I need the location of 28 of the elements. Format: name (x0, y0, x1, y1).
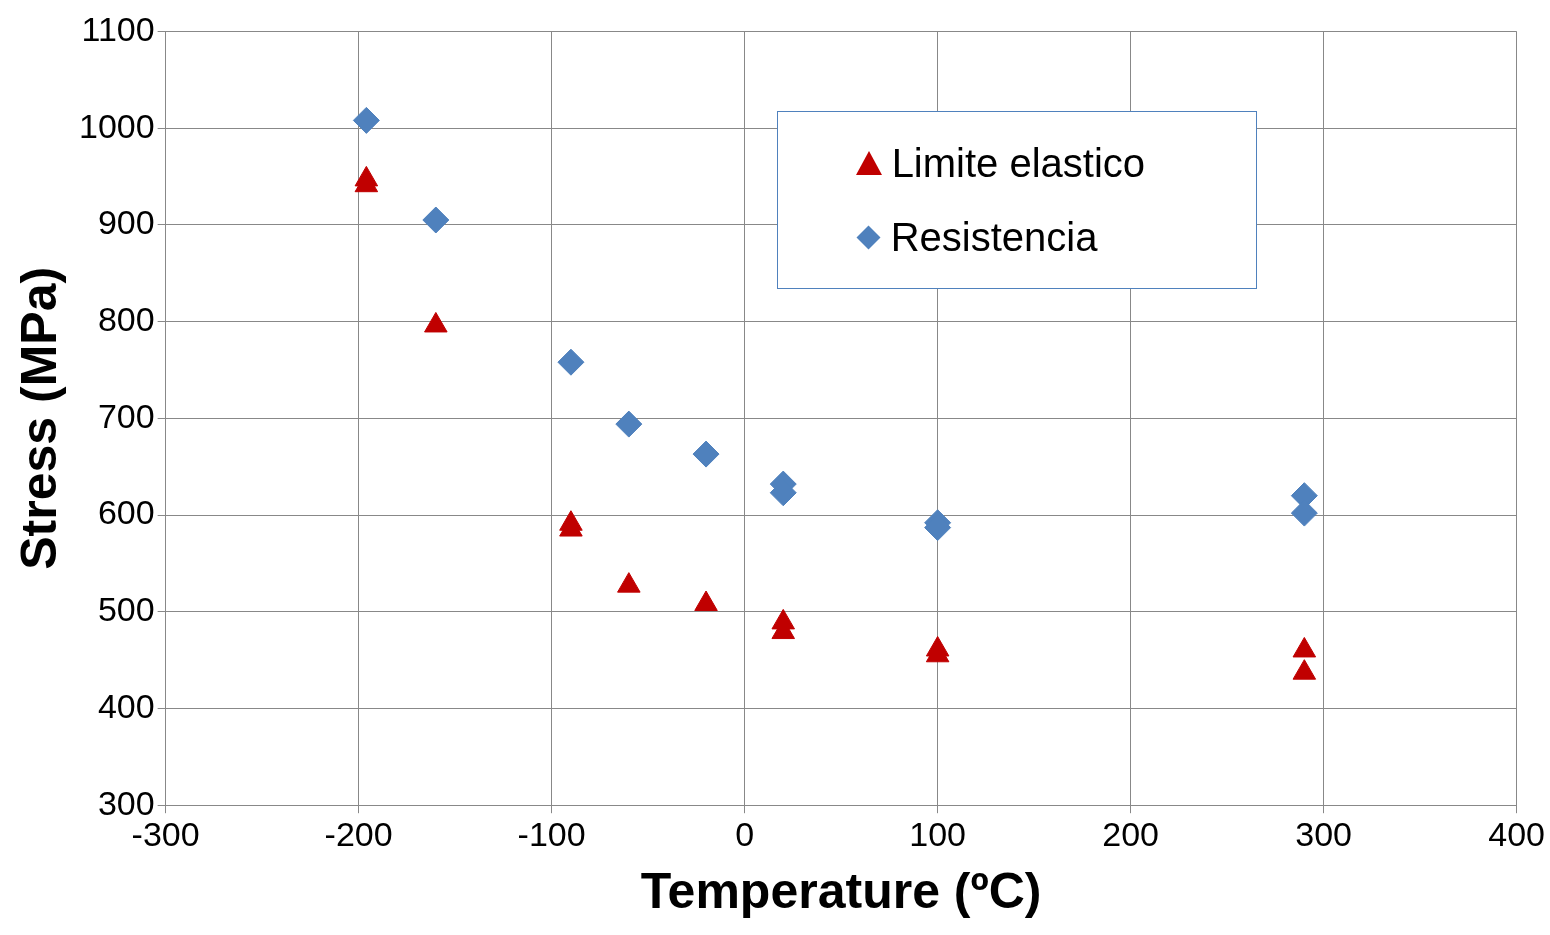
point (692, 440, 720, 468)
point (1292, 659, 1317, 680)
x-axis-title: Temperature (ºC) (640, 862, 1042, 919)
point (352, 106, 380, 134)
point (1292, 636, 1317, 658)
y-tick-label: 600 (97, 493, 155, 532)
x-tick-label: -100 (517, 814, 586, 853)
point (557, 348, 585, 376)
x-tick-label: 300 (1295, 814, 1352, 853)
x-tick-label: 0 (735, 814, 755, 853)
y-tick-label: 500 (97, 590, 155, 629)
point (615, 410, 643, 438)
legend-label: Limite elastico (891, 140, 1146, 186)
y-axis-title: Stress (MPa) (10, 266, 67, 570)
y-tick-label: 700 (97, 396, 155, 435)
x-tick-label: 400 (1488, 814, 1545, 853)
point (694, 590, 718, 612)
y-tick-label: 1100 (81, 9, 155, 48)
legend-label: Resistencia (890, 214, 1098, 260)
y-tick-label: 1000 (79, 106, 155, 145)
point (617, 572, 641, 593)
x-tick-label: -200 (324, 814, 393, 853)
y-tick-label: 800 (97, 299, 155, 338)
x-tick-label: 200 (1102, 814, 1159, 853)
x-tick-label: 100 (909, 814, 966, 853)
point (422, 206, 450, 234)
y-tick-label: 400 (97, 686, 155, 725)
y-tick-label: 900 (97, 203, 155, 242)
